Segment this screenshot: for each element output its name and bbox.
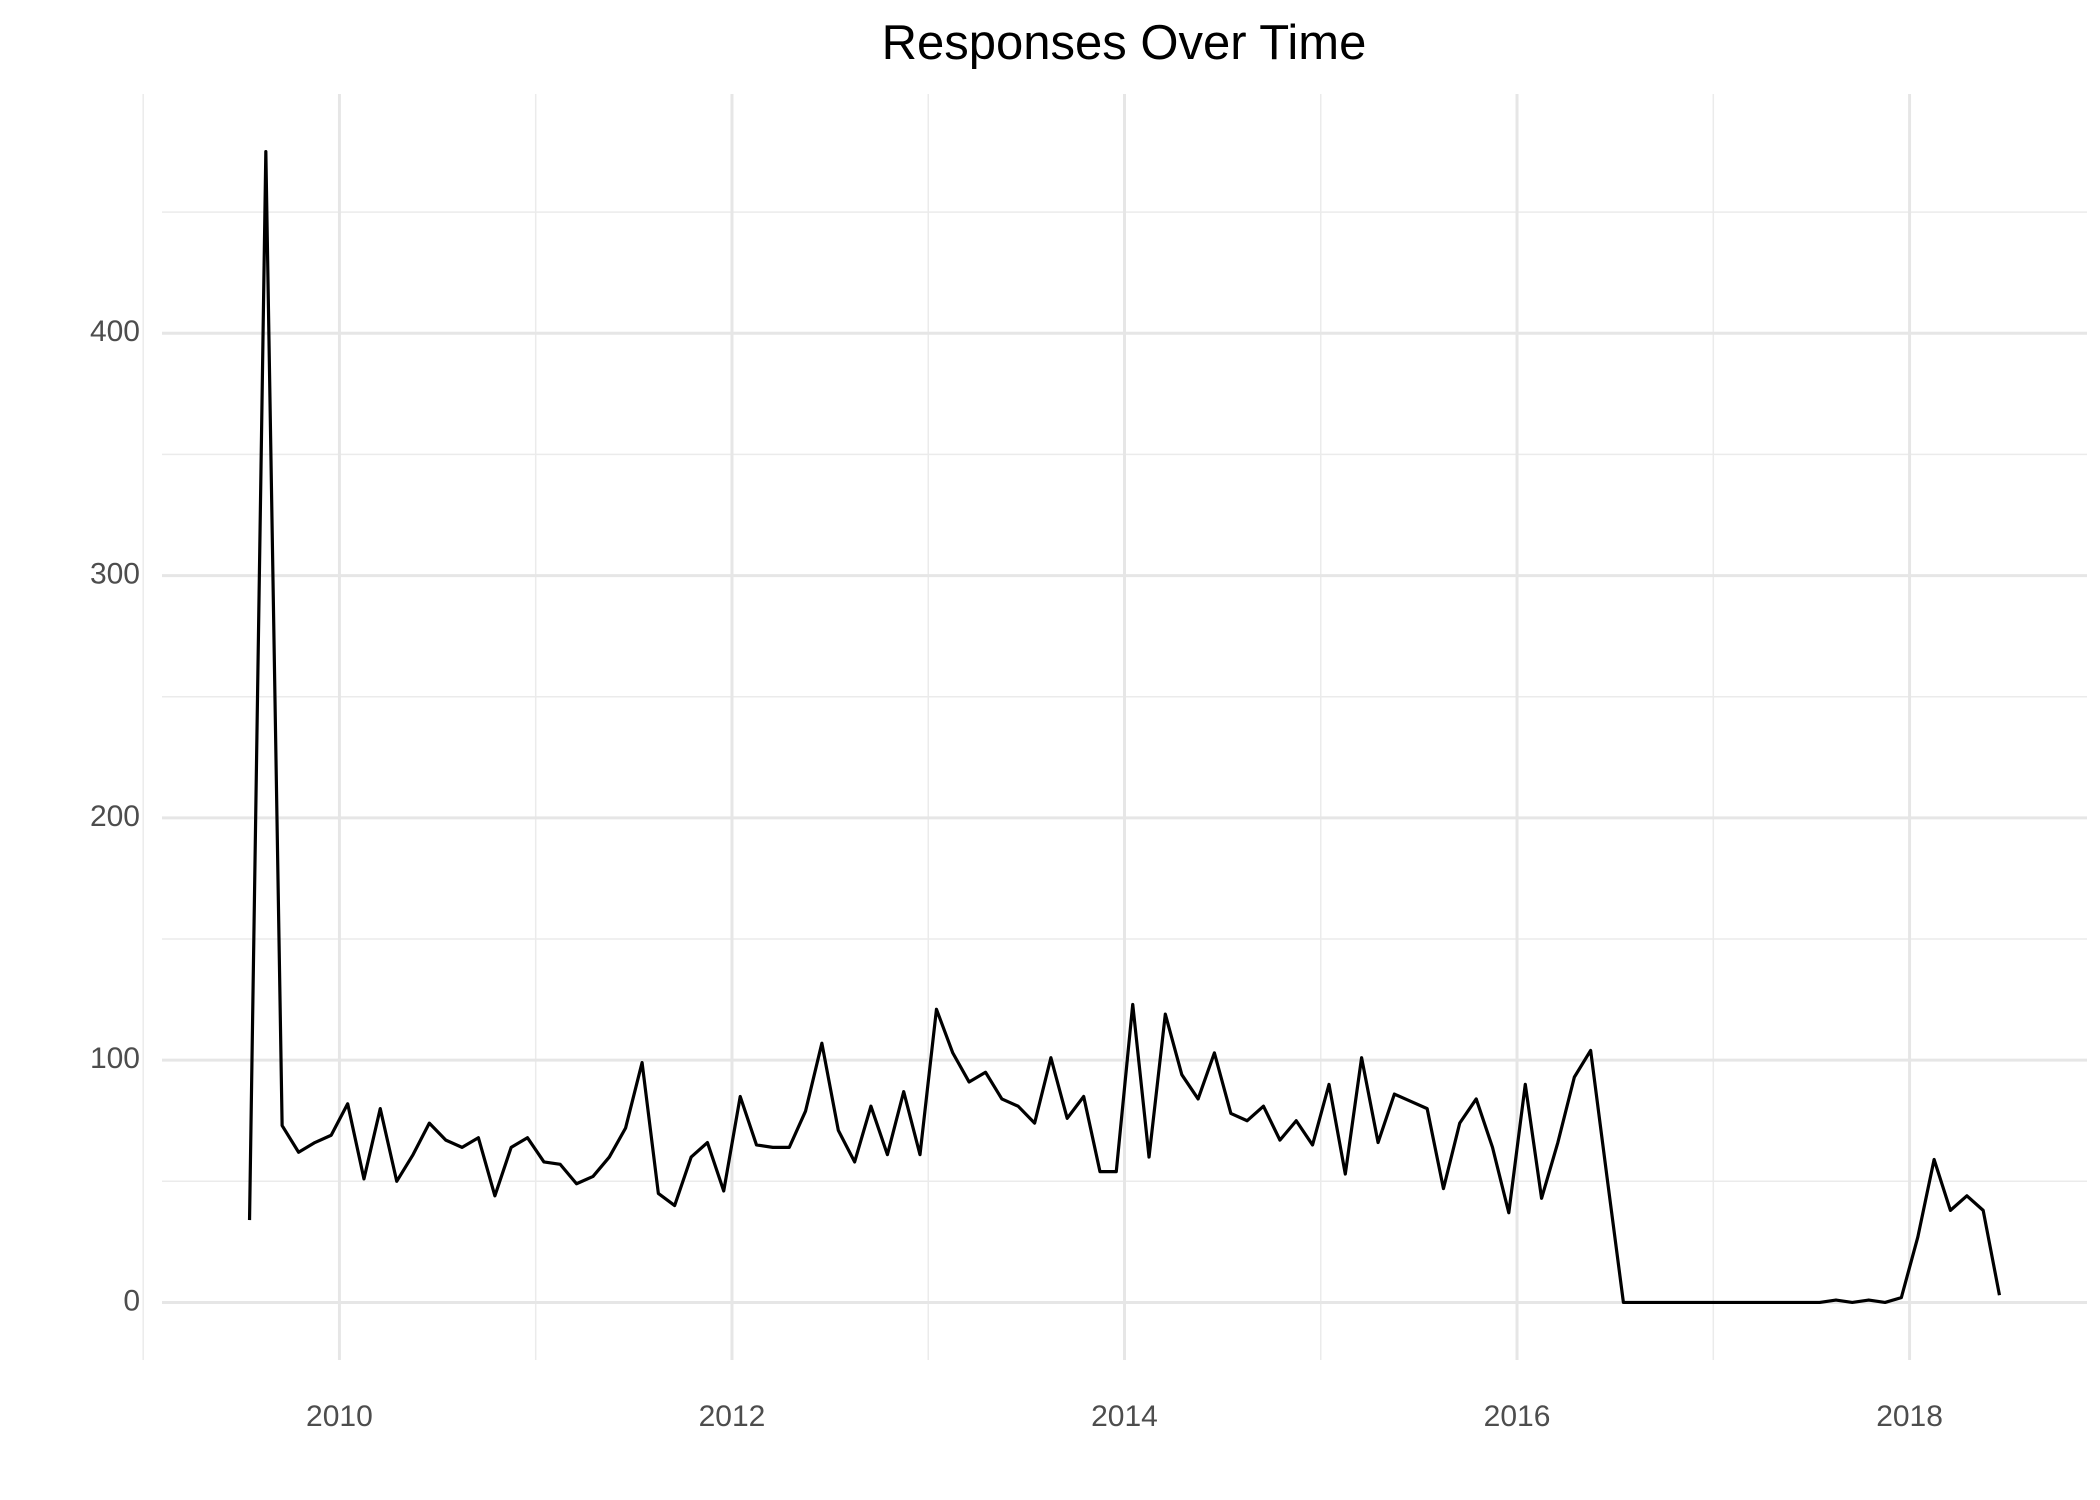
y-tick-label: 0 <box>123 1284 140 1317</box>
x-tick-label: 2016 <box>1484 1400 1551 1433</box>
x-tick-label: 2018 <box>1876 1400 1943 1433</box>
x-tick-label: 2010 <box>306 1400 373 1433</box>
y-tick-label: 100 <box>90 1042 140 1075</box>
y-tick-label: 200 <box>90 800 140 833</box>
grid <box>142 94 2087 1360</box>
x-tick-label: 2014 <box>1091 1400 1158 1433</box>
x-tick-label: 2012 <box>699 1400 766 1433</box>
y-tick-label: 300 <box>90 557 140 590</box>
tick-labels: 0 100 200 300 400 2010 2012 2014 2016 2018 <box>90 315 1943 1433</box>
chart-title: Responses Over Time <box>882 16 1367 70</box>
data-line <box>247 149 2002 1305</box>
y-tick-label: 400 <box>90 315 140 348</box>
plot <box>247 149 2002 1305</box>
